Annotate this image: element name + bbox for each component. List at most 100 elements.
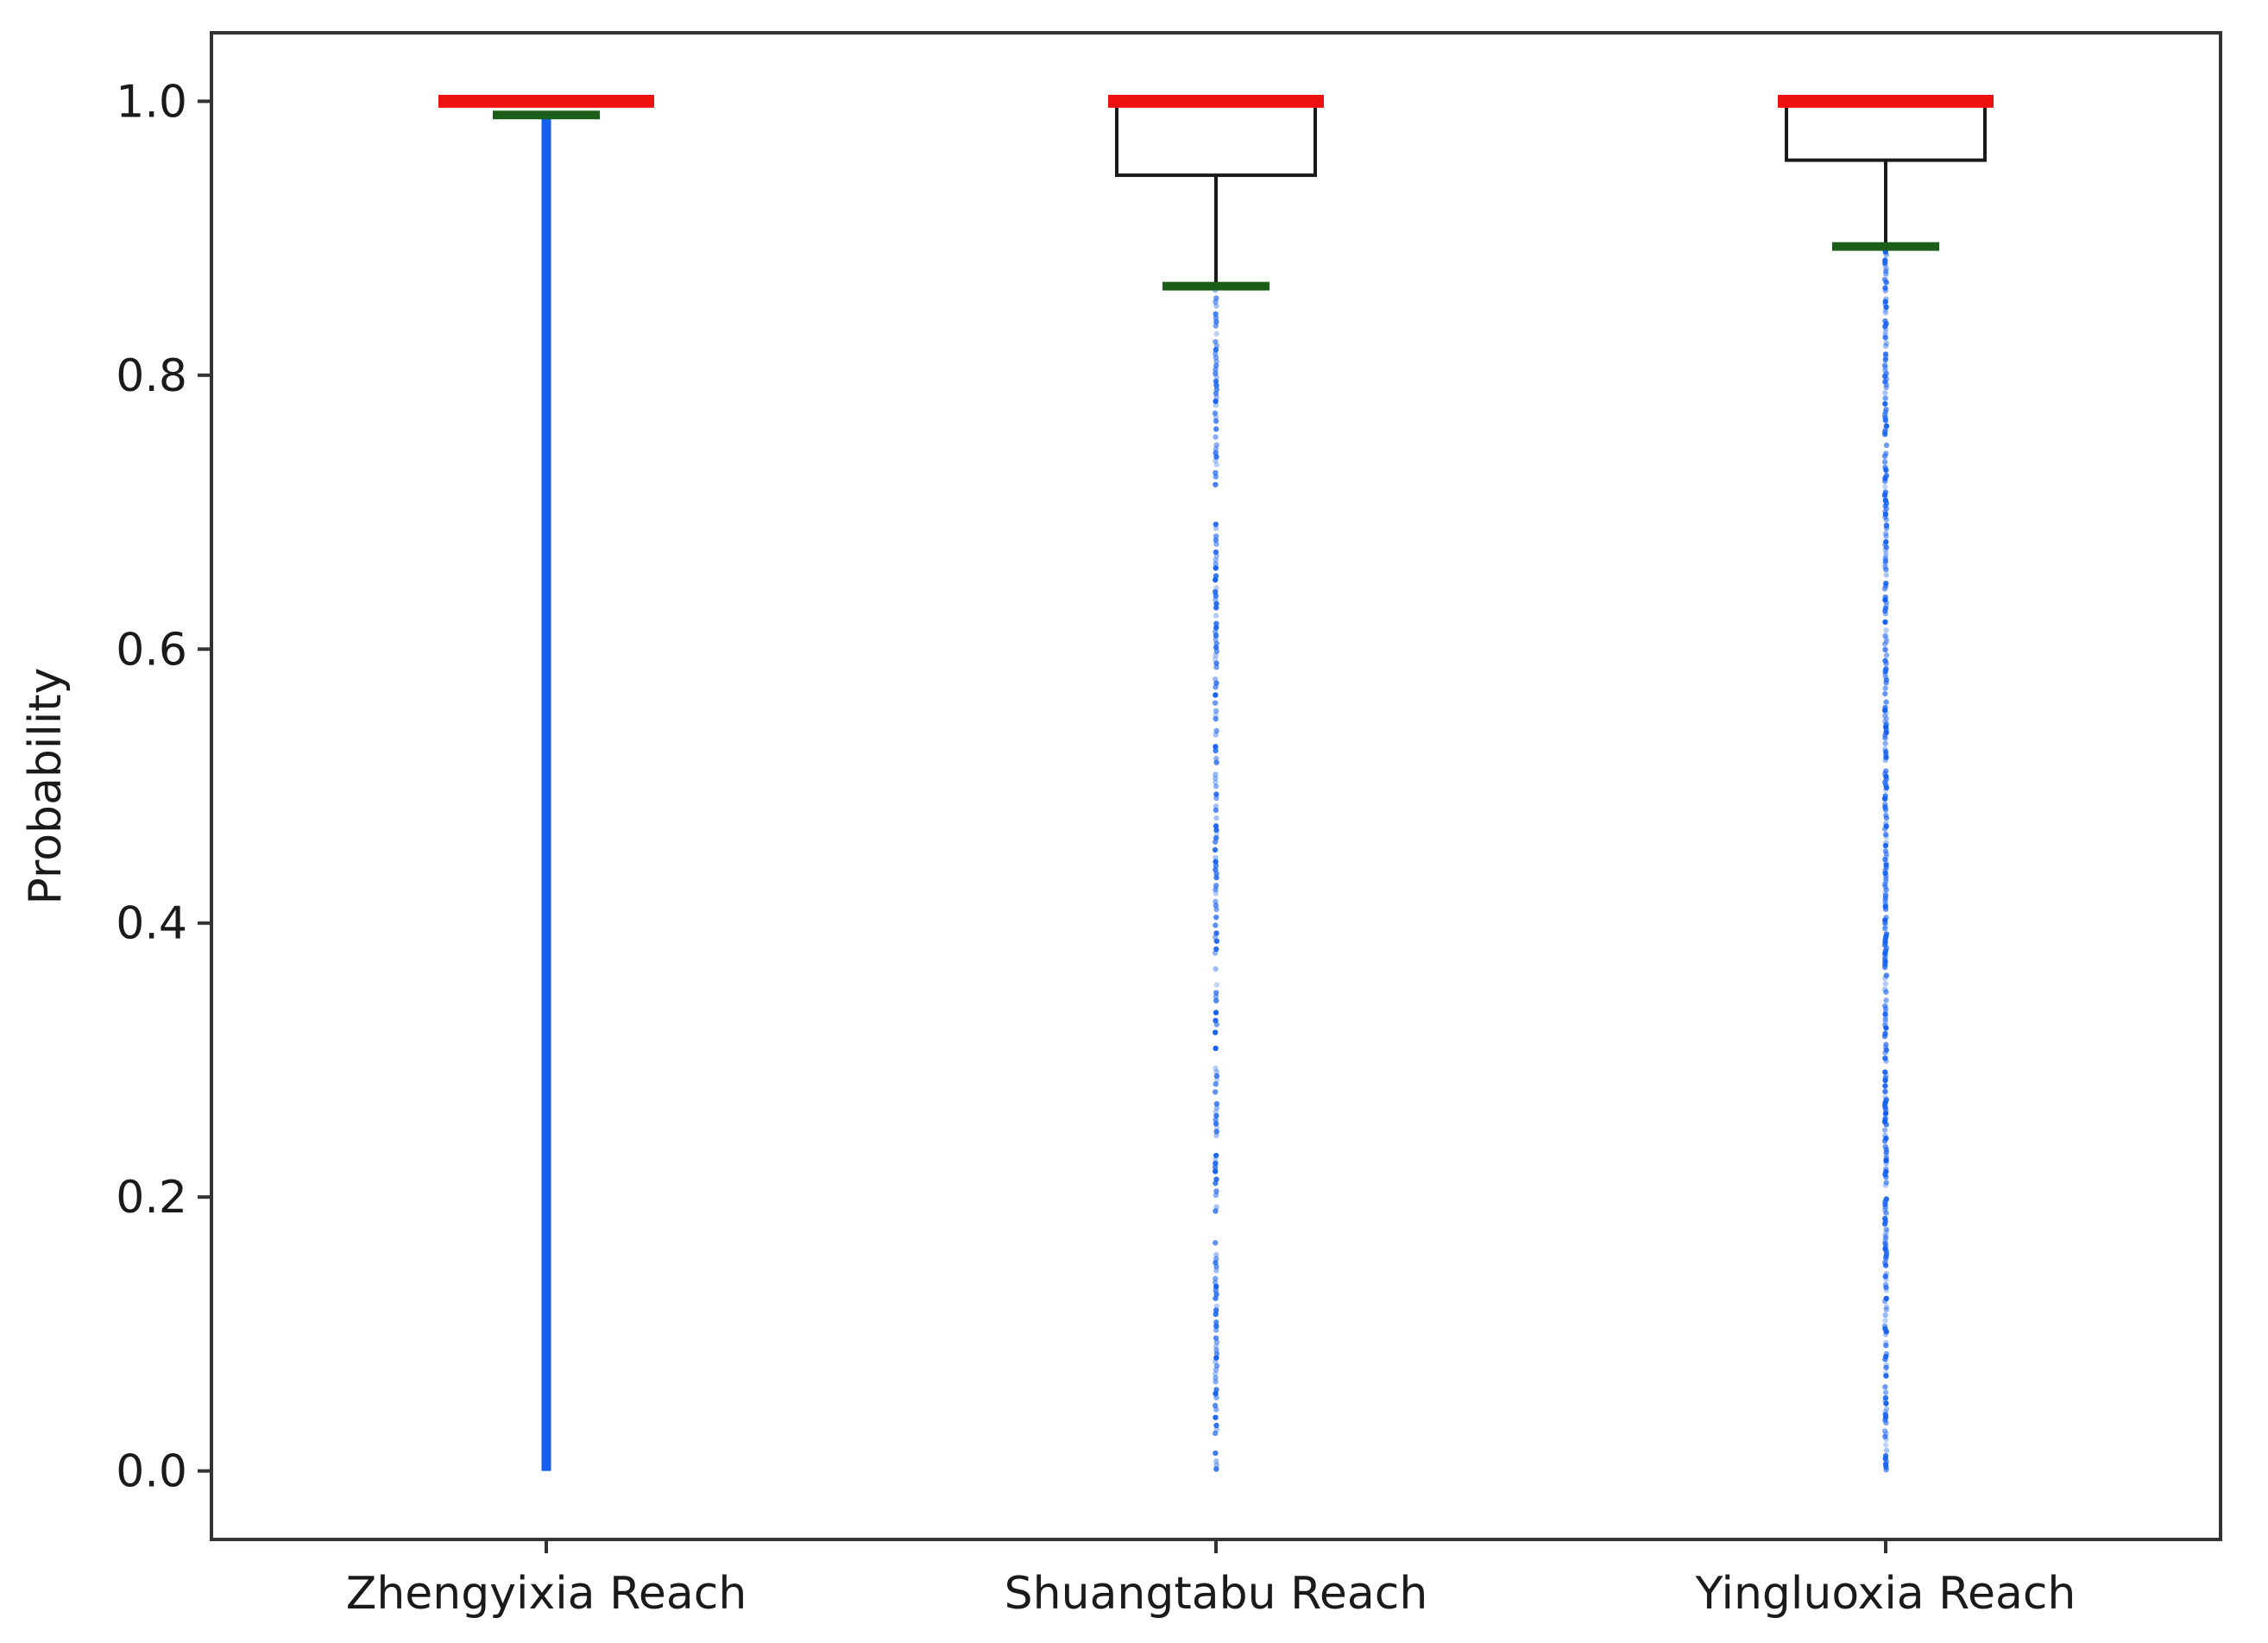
outlier-point bbox=[1213, 938, 1220, 944]
outlier-point bbox=[1213, 620, 1219, 626]
outlier-point bbox=[1882, 299, 1888, 305]
outlier-point bbox=[1213, 311, 1219, 318]
outlier-point bbox=[1213, 1180, 1219, 1187]
outlier-point bbox=[1881, 459, 1888, 465]
outlier-point bbox=[1883, 815, 1890, 822]
outlier-point bbox=[1883, 680, 1889, 686]
outlier-point bbox=[1213, 553, 1219, 559]
outlier-point bbox=[1883, 973, 1890, 979]
outlier-point bbox=[1882, 483, 1888, 490]
outlier-point bbox=[1213, 708, 1219, 714]
outlier-point bbox=[1213, 1069, 1219, 1075]
outlier-point bbox=[1883, 1149, 1889, 1155]
y-axis: 0.0 0.2 0.4 0.6 0.8 1.0 bbox=[116, 76, 211, 1498]
outlier-point bbox=[1213, 1370, 1219, 1377]
outlier-point bbox=[1213, 886, 1219, 893]
outlier-point bbox=[1882, 324, 1888, 330]
outlier-point bbox=[1882, 1088, 1888, 1095]
outlier-point bbox=[1213, 418, 1219, 425]
outlier-point bbox=[1882, 671, 1888, 677]
outlier-points bbox=[1212, 283, 1220, 1472]
outlier-point bbox=[1881, 1428, 1888, 1434]
outlier-point bbox=[1213, 759, 1219, 765]
outlier-point bbox=[1213, 1263, 1219, 1270]
outlier-point bbox=[1213, 370, 1219, 377]
outlier-point bbox=[1213, 1319, 1219, 1325]
outlier-point bbox=[1882, 558, 1889, 564]
outlier-point bbox=[1883, 710, 1889, 716]
outlier-point bbox=[1882, 365, 1888, 371]
outlier-point bbox=[1882, 1274, 1888, 1280]
outlier-point bbox=[1213, 823, 1219, 829]
outlier-point bbox=[1882, 611, 1888, 617]
outlier-point bbox=[1213, 1275, 1219, 1281]
outlier-point bbox=[1882, 920, 1888, 926]
outlier-point bbox=[1213, 744, 1219, 750]
outlier-point bbox=[1213, 1124, 1220, 1131]
outlier-point bbox=[1213, 557, 1219, 563]
y-tick-label: 0.0 bbox=[116, 1446, 187, 1498]
outlier-point bbox=[1881, 964, 1888, 971]
outlier-point bbox=[1882, 431, 1888, 438]
outlier-point bbox=[1881, 641, 1888, 647]
outlier-point bbox=[1213, 1375, 1219, 1381]
outlier-point bbox=[1213, 1161, 1219, 1167]
outlier-point bbox=[1883, 876, 1889, 882]
outlier-point bbox=[1881, 1221, 1888, 1227]
outlier-point bbox=[1883, 1160, 1889, 1167]
outlier-point bbox=[1882, 310, 1889, 316]
outlier-point bbox=[1883, 1122, 1889, 1128]
outlier-point bbox=[1881, 826, 1888, 833]
outlier-point bbox=[1881, 713, 1888, 719]
outlier-point bbox=[1212, 1029, 1219, 1036]
outlier-point bbox=[1882, 1049, 1888, 1056]
outlier-point bbox=[1882, 351, 1889, 357]
x-axis: Zhengyixia Reach Shuangtabu Reach Yingluox… bbox=[346, 1539, 2076, 1620]
outlier-point bbox=[1883, 715, 1890, 722]
outlier-point bbox=[1213, 315, 1219, 321]
outlier-point bbox=[1883, 1174, 1889, 1180]
outlier-point bbox=[1213, 1010, 1219, 1016]
outlier-point bbox=[1882, 1389, 1889, 1395]
outlier-point bbox=[1883, 754, 1889, 760]
outlier-point bbox=[1213, 593, 1219, 599]
outlier-point bbox=[1883, 635, 1889, 642]
outlier-point bbox=[1213, 1466, 1219, 1472]
outlier-point bbox=[1883, 566, 1889, 573]
outlier-point bbox=[1213, 561, 1219, 567]
outlier-point bbox=[1213, 382, 1219, 388]
outlier-point bbox=[1883, 1447, 1890, 1454]
outlier-point bbox=[1213, 414, 1219, 420]
outlier-point bbox=[1883, 851, 1890, 857]
outlier-point bbox=[1882, 740, 1888, 746]
outlier-point bbox=[1882, 1077, 1888, 1084]
outlier-point bbox=[1883, 467, 1889, 474]
outlier-point bbox=[1883, 652, 1890, 658]
outlier-point bbox=[1883, 1401, 1889, 1407]
outlier-point bbox=[1883, 252, 1889, 258]
outlier-point bbox=[1213, 454, 1219, 460]
outlier-point bbox=[1883, 517, 1889, 523]
outlier-point bbox=[1883, 998, 1889, 1004]
outlier-point bbox=[1213, 1168, 1219, 1174]
outlier-point bbox=[1213, 457, 1219, 464]
box-group bbox=[1778, 94, 1994, 1473]
x-tick-label: Zhengyixia Reach bbox=[346, 1568, 747, 1620]
outlier-point bbox=[1883, 627, 1889, 633]
outlier-point bbox=[1213, 633, 1219, 639]
outlier-point bbox=[1213, 1450, 1219, 1457]
outlier-point bbox=[1213, 871, 1219, 877]
outlier-point bbox=[1213, 474, 1219, 480]
outlier-point bbox=[1882, 1111, 1889, 1117]
outlier-point bbox=[1213, 1394, 1219, 1401]
outlier-point bbox=[1883, 1284, 1889, 1291]
outlier-point bbox=[1213, 1323, 1219, 1330]
outlier-point bbox=[1883, 1406, 1890, 1413]
outlier-point bbox=[1213, 791, 1219, 797]
outlier-point bbox=[1882, 561, 1888, 567]
outlier-point bbox=[1213, 906, 1219, 913]
outlier-point bbox=[1213, 469, 1219, 476]
outlier-point bbox=[1882, 1357, 1888, 1363]
outlier-point bbox=[1212, 847, 1219, 853]
